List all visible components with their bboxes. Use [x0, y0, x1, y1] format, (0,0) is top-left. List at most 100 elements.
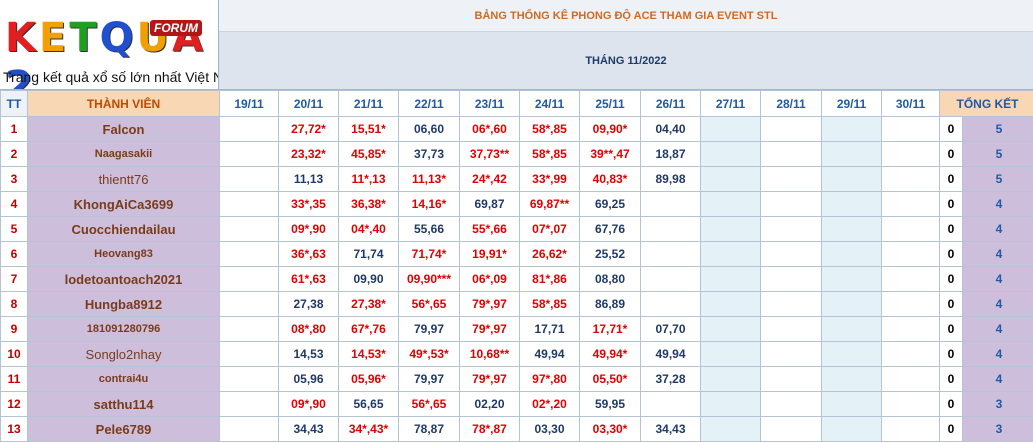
- result-cell: 05,96: [278, 366, 339, 392]
- result-cell: 37,73: [398, 141, 460, 167]
- total-zero: 0: [939, 391, 963, 417]
- result-cell: 36*,63: [278, 241, 339, 267]
- total-score: 4: [962, 316, 1033, 342]
- sheet-month-bar: THÁNG 11/2022: [219, 32, 1033, 90]
- result-cell: 34*,43*: [338, 416, 399, 442]
- total-zero: 0: [939, 216, 963, 242]
- result-cell: 49,94: [640, 341, 701, 367]
- header-total: TỔNG KẾT: [939, 90, 1033, 117]
- row-number: 10: [0, 341, 28, 367]
- table-row: 13 Pele6789 34,43 34*,43* 78,87 78*,87 03,30 03…: [0, 416, 1033, 442]
- result-cell: 69,87**: [519, 191, 580, 217]
- table-row: 3 thientt76 11,13 11*,13 11,13* 24*,42 33*,99 4…: [0, 166, 1033, 192]
- empty-cell: [881, 166, 940, 192]
- row-number: 1: [0, 116, 28, 142]
- header-tt: TT: [0, 90, 28, 117]
- table-row: 4 KhongAiCa3699 33*,35 36,38* 14,16* 69,87 69,…: [0, 191, 1033, 217]
- empty-cell: [700, 266, 761, 292]
- table-row: 5 Cuocchiendailau 09*,90 04*,40 55,66 55*,66 0…: [0, 216, 1033, 242]
- empty-cell: [881, 291, 940, 317]
- empty-cell: [640, 266, 701, 292]
- empty-cell: [760, 216, 822, 242]
- result-cell: 58*,85: [519, 116, 580, 142]
- empty-cell: [881, 191, 940, 217]
- empty-cell: [760, 266, 822, 292]
- result-cell: 24*,42: [459, 166, 520, 192]
- result-cell: 11,13*: [398, 166, 460, 192]
- empty-cell: [700, 216, 761, 242]
- result-cell: 40,83*: [579, 166, 641, 192]
- result-cell: 14,16*: [398, 191, 460, 217]
- table-row: 12 satthu114 09*,90 56,65 56*,65 02,20 02*,20 5…: [0, 391, 1033, 417]
- result-cell: 27,38*: [338, 291, 399, 317]
- member-name: thientt76: [27, 166, 220, 192]
- empty-cell: [881, 391, 940, 417]
- empty-cell: [640, 216, 701, 242]
- table-body: 1 Falcon 27,72* 15,51* 06,60 06*,60 58*,85 09,9…: [0, 116, 1033, 442]
- result-cell: 69,87: [459, 191, 520, 217]
- empty-cell: [760, 291, 822, 317]
- header-date: 21/11: [338, 90, 399, 117]
- table-row: 6 Heovang83 36*,63 71,74 71,74* 19,91* 26,62* 2…: [0, 241, 1033, 267]
- total-score: 3: [962, 391, 1033, 417]
- result-cell: 08,80: [579, 266, 641, 292]
- member-name: Naagasakii: [27, 141, 220, 167]
- total-zero: 0: [939, 416, 963, 442]
- empty-cell: [700, 316, 761, 342]
- result-cell: 58*,85: [519, 141, 580, 167]
- ketqua2-logo[interactable]: KETQUA2 FORUM Trang kết quả xổ số lớn nh…: [0, 0, 219, 90]
- result-cell: 79,97: [398, 366, 460, 392]
- total-zero: 0: [939, 266, 963, 292]
- result-cell: 26,62*: [519, 241, 580, 267]
- logo-letter: Q: [99, 15, 135, 61]
- logo-wordmark: KETQUA2: [4, 14, 218, 89]
- header-date: 23/11: [459, 90, 520, 117]
- empty-cell: [821, 366, 882, 392]
- result-cell: 18,87: [640, 141, 701, 167]
- empty-cell: [219, 191, 279, 217]
- result-cell: 33*,99: [519, 166, 580, 192]
- header-date: 26/11: [640, 90, 701, 117]
- row-number: 3: [0, 166, 28, 192]
- total-zero: 0: [939, 316, 963, 342]
- result-cell: 59,95: [579, 391, 641, 417]
- header-date: 27/11: [700, 90, 761, 117]
- total-score: 5: [962, 141, 1033, 167]
- result-cell: 05,50*: [579, 366, 641, 392]
- result-cell: 27,72*: [278, 116, 339, 142]
- result-cell: 02,20: [459, 391, 520, 417]
- result-cell: 45,85*: [338, 141, 399, 167]
- result-cell: 79*,97: [459, 366, 520, 392]
- result-cell: 67,76: [579, 216, 641, 242]
- empty-cell: [219, 141, 279, 167]
- result-cell: 71,74*: [398, 241, 460, 267]
- empty-cell: [881, 141, 940, 167]
- header-date: 25/11: [579, 90, 641, 117]
- empty-cell: [219, 341, 279, 367]
- empty-cell: [881, 416, 940, 442]
- empty-cell: [219, 366, 279, 392]
- result-cell: 33*,35: [278, 191, 339, 217]
- total-zero: 0: [939, 191, 963, 217]
- result-cell: 56,65: [338, 391, 399, 417]
- result-cell: 49,94: [519, 341, 580, 367]
- empty-cell: [219, 291, 279, 317]
- row-number: 11: [0, 366, 28, 392]
- row-number: 12: [0, 391, 28, 417]
- sheet-title-bar: BẢNG THỐNG KÊ PHONG ĐỘ ACE THAM GIA EVEN…: [219, 0, 1033, 32]
- row-number: 8: [0, 291, 28, 317]
- total-zero: 0: [939, 116, 963, 142]
- logo-tagline: Trang kết quả xổ số lớn nhất Việt Nam: [3, 69, 219, 85]
- empty-cell: [219, 416, 279, 442]
- total-score: 4: [962, 266, 1033, 292]
- total-zero: 0: [939, 366, 963, 392]
- empty-cell: [881, 366, 940, 392]
- result-cell: 11*,13: [338, 166, 399, 192]
- empty-cell: [821, 116, 882, 142]
- empty-cell: [760, 316, 822, 342]
- header-member: THÀNH VIÊN: [27, 90, 220, 117]
- empty-cell: [821, 391, 882, 417]
- empty-cell: [881, 266, 940, 292]
- empty-cell: [760, 116, 822, 142]
- result-cell: 06*,60: [459, 116, 520, 142]
